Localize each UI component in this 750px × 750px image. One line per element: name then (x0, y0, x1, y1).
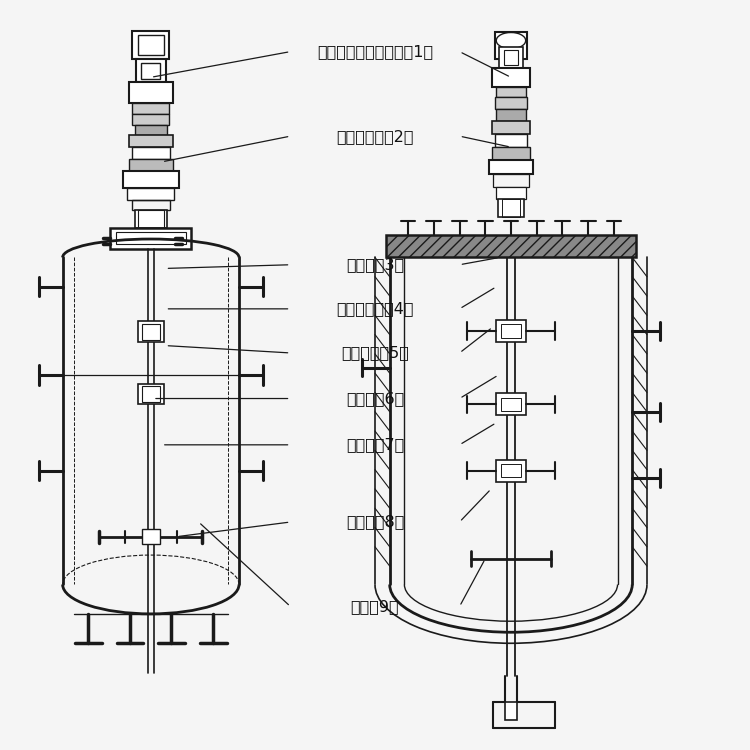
Bar (496, 394, 526, 416)
Bar (494, 174, 529, 187)
Bar (489, 160, 533, 174)
Bar (500, 47, 523, 68)
Bar (123, 171, 178, 188)
Bar (504, 50, 518, 64)
Bar (386, 236, 636, 257)
Bar (135, 125, 167, 136)
Bar (492, 121, 530, 134)
Bar (137, 321, 164, 342)
Bar (505, 702, 517, 721)
Bar (132, 200, 170, 210)
Bar (142, 530, 160, 544)
Bar (135, 210, 167, 228)
Text: 釜体（9）: 釜体（9） (351, 599, 399, 614)
Text: 轴联器（7）: 轴联器（7） (346, 437, 404, 452)
Bar (495, 98, 527, 109)
Text: 内磁钢总成（4）: 内磁钢总成（4） (336, 302, 414, 316)
Bar (116, 232, 186, 244)
Bar (133, 103, 170, 114)
Bar (129, 82, 173, 103)
Bar (133, 31, 170, 59)
Bar (137, 35, 164, 55)
Bar (492, 147, 530, 160)
Text: 外磁钢总成（2）: 外磁钢总成（2） (336, 129, 414, 144)
Bar (498, 199, 524, 217)
Bar (496, 460, 526, 482)
Bar (495, 32, 527, 59)
Bar (128, 188, 174, 200)
Bar (496, 109, 526, 121)
Bar (137, 210, 164, 228)
Text: 安装法兰（5）: 安装法兰（5） (341, 346, 409, 361)
Bar (501, 464, 521, 477)
Bar (501, 324, 521, 338)
Bar (133, 114, 170, 125)
Bar (501, 398, 521, 411)
Bar (136, 59, 166, 82)
Bar (129, 136, 173, 147)
Bar (132, 147, 170, 159)
Text: 隔离罩（3）: 隔离罩（3） (346, 257, 404, 272)
Bar (496, 187, 526, 199)
Text: 搅拌器（8）: 搅拌器（8） (346, 514, 404, 529)
Bar (492, 68, 530, 87)
Bar (503, 199, 520, 217)
Bar (110, 228, 191, 248)
Bar (496, 87, 526, 98)
Bar (141, 63, 160, 79)
Text: 电机＋减速机或电机（1）: 电机＋减速机或电机（1） (317, 44, 433, 59)
Bar (495, 134, 527, 147)
Bar (137, 384, 164, 404)
Text: 传动轴（6）: 传动轴（6） (346, 391, 404, 406)
Bar (496, 320, 526, 342)
Bar (142, 386, 160, 402)
Bar (129, 159, 173, 171)
Bar (142, 323, 160, 340)
